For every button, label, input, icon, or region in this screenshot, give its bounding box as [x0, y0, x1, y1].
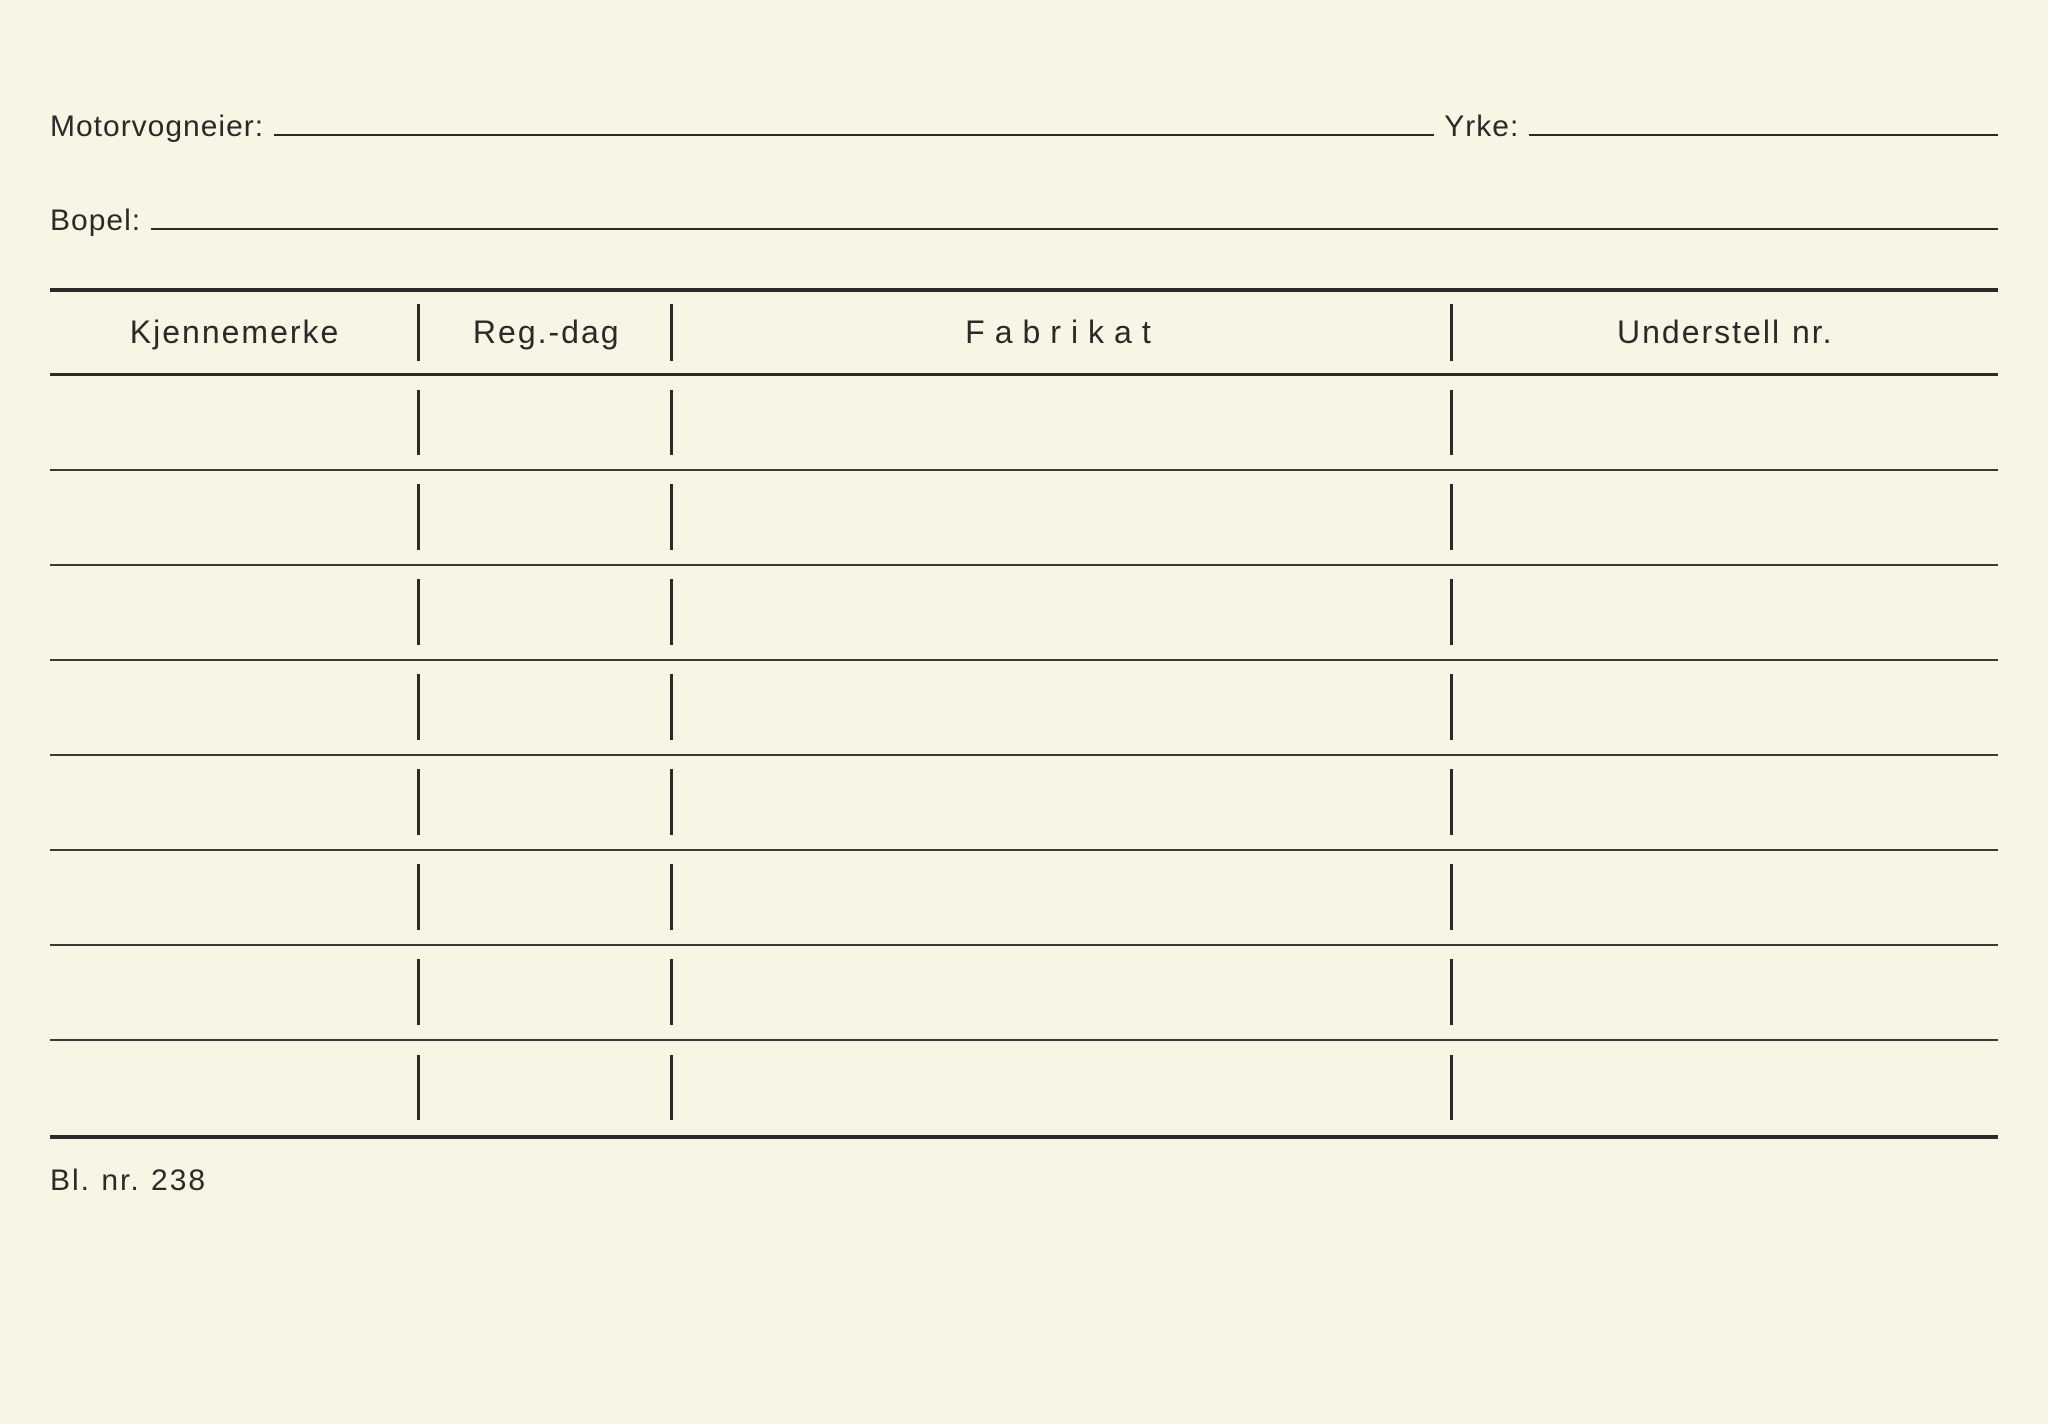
cell-kjennemerke [50, 470, 420, 565]
vehicle-table: Kjennemerke Reg.-dag Fabrikat Understell… [50, 292, 1998, 1135]
table-row [50, 565, 1998, 660]
cell-kjennemerke [50, 945, 420, 1040]
col-header-understell: Understell nr. [1453, 292, 1998, 375]
cell-regdag [420, 470, 673, 565]
col-header-fabrikat: Fabrikat [673, 292, 1452, 375]
cell-kjennemerke [50, 850, 420, 945]
field-row-owner-occupation: Motorvogneier: Yrke: [50, 100, 1998, 144]
cell-kjennemerke [50, 375, 420, 470]
cell-fabrikat [673, 945, 1452, 1040]
cell-understell [1453, 850, 1998, 945]
cell-understell [1453, 1040, 1998, 1135]
cell-regdag [420, 660, 673, 755]
cell-understell [1453, 565, 1998, 660]
table-row [50, 755, 1998, 850]
table-row [50, 470, 1998, 565]
table-header-row: Kjennemerke Reg.-dag Fabrikat Understell… [50, 292, 1998, 375]
col-header-regdag: Reg.-dag [420, 292, 673, 375]
cell-regdag [420, 850, 673, 945]
col-header-kjennemerke: Kjennemerke [50, 292, 420, 375]
cell-regdag [420, 565, 673, 660]
cell-understell [1453, 660, 1998, 755]
cell-fabrikat [673, 1040, 1452, 1135]
cell-kjennemerke [50, 1040, 420, 1135]
cell-fabrikat [673, 565, 1452, 660]
cell-regdag [420, 1040, 673, 1135]
vehicle-table-container: Kjennemerke Reg.-dag Fabrikat Understell… [50, 288, 1998, 1139]
cell-fabrikat [673, 850, 1452, 945]
cell-regdag [420, 755, 673, 850]
cell-understell [1453, 375, 1998, 470]
cell-kjennemerke [50, 660, 420, 755]
table-row [50, 850, 1998, 945]
residence-label: Bopel: [50, 204, 141, 238]
owner-field-line [274, 100, 1434, 136]
cell-regdag [420, 945, 673, 1040]
cell-kjennemerke [50, 755, 420, 850]
form-number: Bl. nr. 238 [50, 1164, 1998, 1198]
cell-regdag [420, 375, 673, 470]
table-row [50, 660, 1998, 755]
cell-fabrikat [673, 375, 1452, 470]
cell-kjennemerke [50, 565, 420, 660]
occupation-field-line [1529, 100, 1998, 136]
table-row [50, 375, 1998, 470]
cell-understell [1453, 755, 1998, 850]
cell-understell [1453, 470, 1998, 565]
table-body [50, 375, 1998, 1135]
cell-fabrikat [673, 470, 1452, 565]
cell-understell [1453, 945, 1998, 1040]
table-row [50, 1040, 1998, 1135]
table-row [50, 945, 1998, 1040]
residence-field-line [151, 194, 1998, 230]
owner-label: Motorvogneier: [50, 110, 264, 144]
registration-form: Motorvogneier: Yrke: Bopel: Kjennemerke … [50, 100, 1998, 1384]
cell-fabrikat [673, 660, 1452, 755]
cell-fabrikat [673, 755, 1452, 850]
field-row-residence: Bopel: [50, 194, 1998, 238]
occupation-label: Yrke: [1444, 110, 1519, 144]
